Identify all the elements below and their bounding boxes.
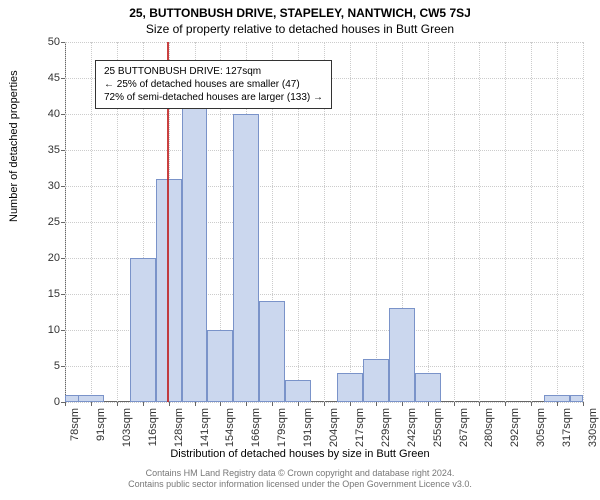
- xtick-mark: [531, 402, 532, 406]
- footnote-line2: Contains public sector information licen…: [128, 479, 472, 489]
- xtick-label: 141sqm: [199, 408, 211, 447]
- xtick-mark: [479, 402, 480, 406]
- xtick-label: 154sqm: [224, 408, 236, 447]
- ytick-label: 25: [32, 216, 60, 228]
- histogram-bar: [285, 380, 311, 402]
- ytick-label: 0: [32, 396, 60, 408]
- ytick-label: 15: [32, 288, 60, 300]
- xtick-label: 128sqm: [173, 408, 185, 447]
- ytick-label: 40: [32, 108, 60, 120]
- xtick-label: 204sqm: [328, 408, 340, 447]
- xtick-mark: [195, 402, 196, 406]
- histogram-bar: [259, 301, 285, 402]
- histogram-bar: [544, 395, 570, 402]
- ytick-label: 45: [32, 72, 60, 84]
- histogram-bar: [570, 395, 583, 402]
- xtick-mark: [428, 402, 429, 406]
- xtick-mark: [402, 402, 403, 406]
- ytick-label: 50: [32, 36, 60, 48]
- ytick-label: 10: [32, 324, 60, 336]
- histogram-bar: [182, 100, 208, 402]
- xtick-mark: [557, 402, 558, 406]
- xtick-label: 229sqm: [380, 408, 392, 447]
- xtick-mark: [324, 402, 325, 406]
- chart-subtitle: Size of property relative to detached ho…: [0, 22, 600, 36]
- xtick-label: 116sqm: [147, 408, 159, 446]
- xtick-label: 179sqm: [276, 408, 288, 447]
- xtick-label: 292sqm: [509, 408, 521, 447]
- histogram-bar: [78, 395, 104, 402]
- ytick-label: 20: [32, 252, 60, 264]
- marker-info-box: 25 BUTTONBUSH DRIVE: 127sqm ← 25% of det…: [95, 60, 332, 109]
- xtick-label: 267sqm: [458, 408, 470, 447]
- histogram-bar: [207, 330, 233, 402]
- xtick-label: 191sqm: [302, 408, 314, 447]
- xtick-mark: [91, 402, 92, 406]
- xtick-label: 91sqm: [95, 408, 107, 441]
- info-box-line3: 72% of semi-detached houses are larger (…: [104, 91, 323, 104]
- xtick-mark: [246, 402, 247, 406]
- grid-v: [428, 42, 429, 402]
- x-axis-label: Distribution of detached houses by size …: [0, 448, 600, 460]
- histogram-bar: [415, 373, 441, 402]
- xtick-label: 103sqm: [121, 408, 133, 447]
- xtick-mark: [376, 402, 377, 406]
- xtick-label: 305sqm: [535, 408, 547, 447]
- ytick-label: 5: [32, 360, 60, 372]
- histogram-bar: [156, 179, 182, 402]
- xtick-label: 280sqm: [483, 408, 495, 447]
- grid-v: [91, 42, 92, 402]
- histogram-bar: [130, 258, 156, 402]
- grid-v: [479, 42, 480, 402]
- grid-v: [557, 42, 558, 402]
- footnote-line1: Contains HM Land Registry data © Crown c…: [146, 468, 455, 478]
- xtick-mark: [583, 402, 584, 406]
- xtick-mark: [298, 402, 299, 406]
- xtick-label: 217sqm: [354, 408, 366, 447]
- xtick-mark: [117, 402, 118, 406]
- info-box-line2: ← 25% of detached houses are smaller (47…: [104, 78, 323, 91]
- xtick-label: 242sqm: [406, 408, 418, 447]
- attribution-footnote: Contains HM Land Registry data © Crown c…: [0, 468, 600, 490]
- histogram-bar: [389, 308, 415, 402]
- xtick-mark: [143, 402, 144, 406]
- info-box-line1: 25 BUTTONBUSH DRIVE: 127sqm: [104, 65, 323, 78]
- grid-v: [376, 42, 377, 402]
- xtick-label: 255sqm: [432, 408, 444, 447]
- xtick-label: 78sqm: [69, 408, 81, 441]
- grid-v: [350, 42, 351, 402]
- xtick-mark: [350, 402, 351, 406]
- chart-title: 25, BUTTONBUSH DRIVE, STAPELEY, NANTWICH…: [0, 6, 600, 20]
- ytick-label: 30: [32, 180, 60, 192]
- xtick-label: 330sqm: [587, 408, 599, 447]
- histogram-bar: [363, 359, 389, 402]
- xtick-mark: [272, 402, 273, 406]
- xtick-mark: [65, 402, 66, 406]
- xtick-mark: [454, 402, 455, 406]
- grid-v: [531, 42, 532, 402]
- grid-v: [454, 42, 455, 402]
- chart-container: 25, BUTTONBUSH DRIVE, STAPELEY, NANTWICH…: [0, 0, 600, 500]
- grid-v: [583, 42, 584, 402]
- xtick-label: 166sqm: [250, 408, 262, 447]
- ytick-label: 35: [32, 144, 60, 156]
- grid-v: [65, 42, 66, 402]
- xtick-mark: [220, 402, 221, 406]
- histogram-bar: [337, 373, 363, 402]
- xtick-label: 317sqm: [561, 408, 573, 447]
- grid-v: [505, 42, 506, 402]
- xtick-mark: [505, 402, 506, 406]
- xtick-mark: [169, 402, 170, 406]
- y-axis-label: Number of detached properties: [8, 70, 20, 222]
- histogram-bar: [233, 114, 259, 402]
